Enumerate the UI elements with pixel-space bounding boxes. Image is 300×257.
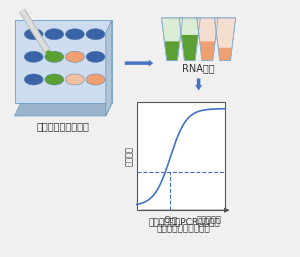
Text: 目的遣伝子の発現解析: 目的遣伝子の発現解析 xyxy=(157,225,211,234)
Ellipse shape xyxy=(86,74,105,85)
Bar xyxy=(137,102,225,210)
Text: RNA回収: RNA回収 xyxy=(182,63,215,73)
Polygon shape xyxy=(181,35,198,61)
Ellipse shape xyxy=(86,29,105,40)
Polygon shape xyxy=(197,18,218,61)
Text: 荧光強度: 荧光強度 xyxy=(125,146,134,166)
Ellipse shape xyxy=(45,29,64,40)
Polygon shape xyxy=(15,103,112,116)
Text: 細胞へ被験物質添加: 細胞へ被験物質添加 xyxy=(37,121,90,131)
Polygon shape xyxy=(214,18,236,61)
Text: サイクル数: サイクル数 xyxy=(197,215,222,224)
Ellipse shape xyxy=(45,74,64,85)
Ellipse shape xyxy=(24,51,43,62)
Polygon shape xyxy=(15,20,112,103)
Polygon shape xyxy=(200,41,215,61)
Ellipse shape xyxy=(45,51,64,62)
Ellipse shape xyxy=(65,29,84,40)
Polygon shape xyxy=(218,48,232,61)
Ellipse shape xyxy=(65,74,84,85)
Text: リアルタイムPCR法による: リアルタイムPCR法による xyxy=(148,217,220,226)
Text: Ct値: Ct値 xyxy=(163,215,177,224)
Ellipse shape xyxy=(65,51,84,62)
Ellipse shape xyxy=(24,74,43,85)
Ellipse shape xyxy=(24,29,43,40)
Polygon shape xyxy=(106,20,112,116)
Polygon shape xyxy=(164,41,180,61)
Polygon shape xyxy=(161,18,183,61)
Ellipse shape xyxy=(86,51,105,62)
Polygon shape xyxy=(179,18,200,61)
